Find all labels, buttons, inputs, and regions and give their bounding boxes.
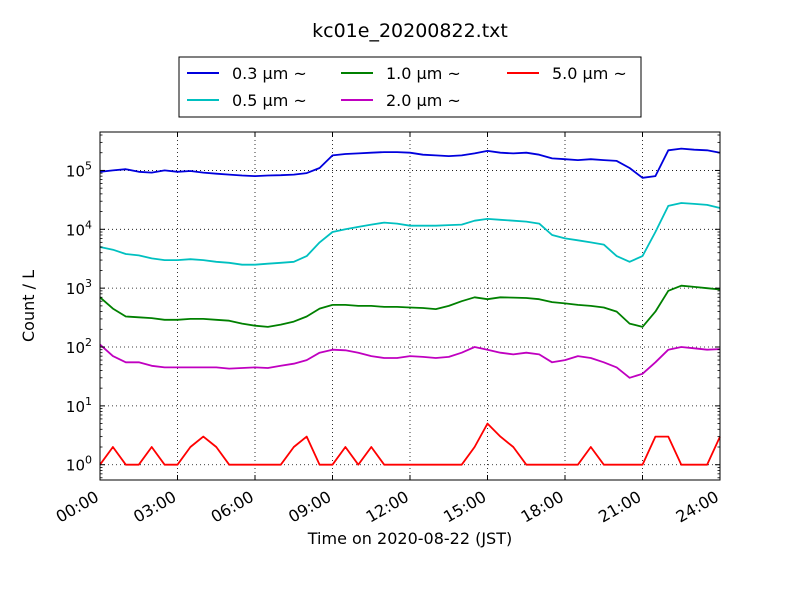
y-tick-label: 101 bbox=[66, 395, 92, 416]
legend-label: 2.0 μm ~ bbox=[386, 91, 461, 110]
legend-label: 0.3 μm ~ bbox=[232, 64, 307, 83]
y-tick-label: 105 bbox=[66, 159, 92, 180]
legend-label: 1.0 μm ~ bbox=[386, 64, 461, 83]
series-line-4 bbox=[99, 422, 721, 466]
y-tick-base: 10 bbox=[66, 162, 85, 180]
y-tick-exponent: 1 bbox=[85, 395, 92, 408]
y-tick-label: 100 bbox=[66, 454, 92, 475]
y-tick-label: 102 bbox=[66, 336, 92, 357]
series-line-1 bbox=[99, 202, 721, 266]
legend-label: 0.5 μm ~ bbox=[232, 91, 307, 110]
y-tick-exponent: 4 bbox=[85, 218, 92, 231]
y-axis-label: Count / L bbox=[19, 270, 38, 342]
series-line-0 bbox=[99, 147, 721, 179]
chart-title: kc01e_20200822.txt bbox=[312, 20, 508, 42]
y-tick-exponent: 2 bbox=[85, 336, 92, 349]
series-layer bbox=[99, 147, 721, 466]
y-tick-exponent: 5 bbox=[85, 159, 92, 172]
y-tick-base: 10 bbox=[66, 398, 85, 416]
y-tick-label: 103 bbox=[66, 277, 92, 298]
legend-box bbox=[178, 56, 642, 118]
legend: 0.3 μm ~ 0.5 μm ~ 1.0 μm ~ 2.0 μm ~ 5.0 μm ~ bbox=[178, 56, 642, 118]
series-line-2 bbox=[99, 284, 721, 328]
y-tick-label: 104 bbox=[66, 218, 92, 239]
y-tick-base: 10 bbox=[66, 280, 85, 298]
y-tick-base: 10 bbox=[66, 339, 85, 357]
series-line-3 bbox=[99, 343, 721, 379]
y-tick-exponent: 3 bbox=[85, 277, 92, 290]
y-tick-exponent: 0 bbox=[85, 454, 92, 467]
x-axis-label: Time on 2020-08-22 (JST) bbox=[307, 529, 512, 548]
legend-label: 5.0 μm ~ bbox=[552, 64, 627, 83]
y-tick-base: 10 bbox=[66, 221, 85, 239]
y-tick-base: 10 bbox=[66, 457, 85, 475]
